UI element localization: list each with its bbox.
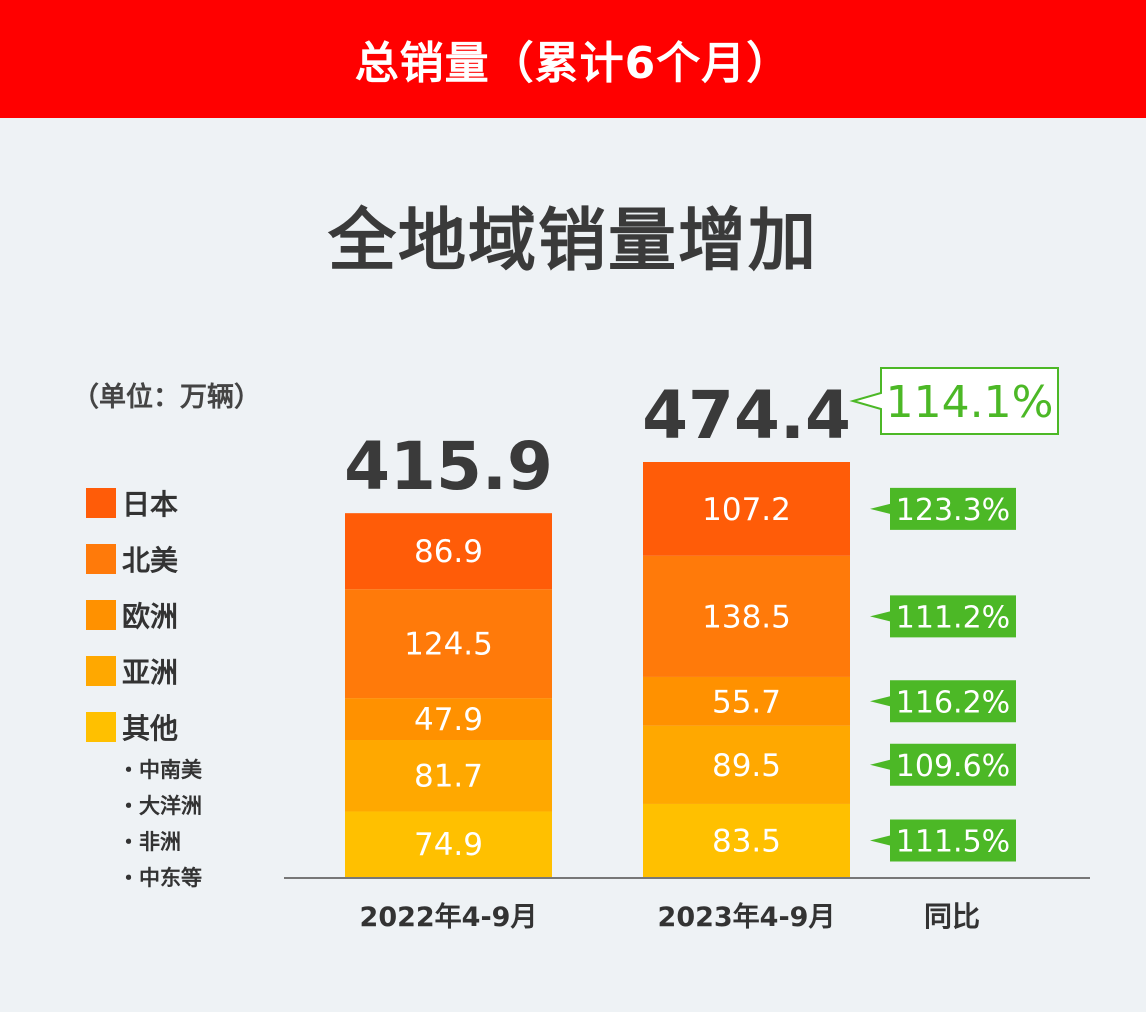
x-tick-label: 2023年4-9月 — [658, 901, 836, 933]
headline: 全地域销量增加 — [327, 202, 818, 281]
legend-swatch-europe — [86, 600, 116, 630]
legend-item-japan: 日本 — [86, 475, 178, 531]
other-breakdown-item: ・中南美 — [118, 758, 202, 782]
yoy-value-label: 111.5% — [896, 824, 1010, 859]
segment-value-label: 47.9 — [414, 702, 483, 738]
yoy-callout — [870, 819, 1016, 862]
other-breakdown-list: ・中南美 ・大洋洲 ・非洲 ・中东等 — [118, 752, 202, 896]
segment-value-label: 74.9 — [414, 827, 483, 863]
legend-item-north-america: 北美 — [86, 531, 178, 587]
legend: 日本 北美 欧洲 亚洲 其他 — [86, 475, 178, 755]
legend-label-japan: 日本 — [122, 488, 179, 521]
yoy-value-label: 109.6% — [896, 749, 1010, 784]
yoy-column-label: 同比 — [924, 900, 980, 933]
legend-label-europe: 欧洲 — [122, 600, 179, 633]
total-yoy-callout — [849, 367, 1059, 435]
legend-swatch-north-america — [86, 544, 116, 574]
bar-segment — [643, 462, 850, 556]
bar-segment — [643, 555, 850, 677]
legend-item-europe: 欧洲 — [86, 587, 178, 643]
segment-value-label: 124.5 — [404, 627, 493, 663]
segment-value-label: 107.2 — [702, 492, 791, 528]
unit-label: （单位：万辆） — [72, 382, 261, 413]
yoy-callout — [870, 595, 1016, 638]
banner: 总销量（累计6个月） — [0, 0, 1146, 118]
segment-value-label: 83.5 — [712, 823, 781, 859]
yoy-callout — [870, 487, 1016, 530]
segment-value-label: 138.5 — [702, 599, 791, 635]
other-breakdown-item: ・中东等 — [118, 866, 202, 890]
segment-value-label: 86.9 — [414, 534, 483, 570]
yoy-value-label: 116.2% — [896, 685, 1010, 720]
bar-total-label: 474.4 — [642, 377, 851, 454]
total-yoy-value-label: 114.1% — [886, 377, 1054, 428]
bar-total-label: 415.9 — [344, 428, 553, 505]
banner-title: 总销量（累计6个月） — [354, 38, 792, 89]
bar-segment — [345, 698, 552, 741]
yoy-callout — [870, 680, 1016, 723]
legend-swatch-japan — [86, 488, 116, 518]
segment-value-label: 89.5 — [712, 748, 781, 784]
bar-segment — [345, 513, 552, 590]
bar-segment — [643, 803, 850, 877]
legend-label-asia: 亚洲 — [122, 656, 179, 689]
bar-segment — [643, 725, 850, 804]
other-breakdown-item: ・非洲 — [118, 830, 181, 854]
bar-segment — [643, 676, 850, 726]
yoy-value-label: 111.2% — [896, 600, 1010, 635]
segment-value-label: 55.7 — [712, 684, 781, 720]
legend-label-other: 其他 — [122, 712, 179, 745]
x-tick-label: 2022年4-9月 — [360, 901, 538, 933]
yoy-value-label: 123.3% — [896, 493, 1010, 528]
legend-item-other: 其他 — [86, 699, 178, 755]
legend-swatch-asia — [86, 656, 116, 686]
bar-segment — [345, 740, 552, 812]
legend-label-north-america: 北美 — [122, 544, 179, 577]
segment-value-label: 81.7 — [414, 759, 483, 795]
bar-segment — [345, 811, 552, 877]
legend-item-asia: 亚洲 — [86, 643, 178, 699]
other-breakdown-item: ・大洋洲 — [118, 794, 202, 818]
legend-swatch-other — [86, 712, 116, 742]
yoy-callout — [870, 743, 1016, 786]
bar-segment — [345, 589, 552, 699]
